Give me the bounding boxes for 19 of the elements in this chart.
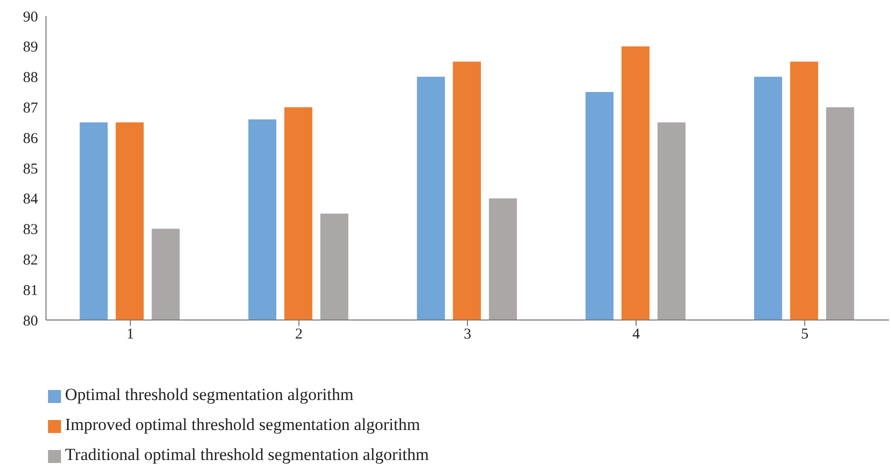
y-tick-label: 84 <box>23 192 38 208</box>
y-tick-label: 80 <box>23 313 38 330</box>
y-tick-label: 81 <box>23 282 38 299</box>
x-tick-label: 1 <box>126 326 134 343</box>
x-tick-label: 4 <box>632 326 640 343</box>
y-tick-label: 88 <box>23 70 38 86</box>
y-tick-label: 85 <box>23 161 38 178</box>
y-tick-label: 87 <box>23 100 38 117</box>
x-tick-label: 2 <box>295 326 303 343</box>
legend-label: Optimal threshold segmentation algorithm <box>65 385 354 404</box>
legend-label: Improved optimal threshold segmentation algorithm <box>65 415 420 434</box>
y-tick-label: 89 <box>23 40 38 56</box>
x-tick-label: 5 <box>800 326 808 343</box>
x-tick-label: 3 <box>464 326 472 343</box>
y-tick-label: 83 <box>23 222 38 238</box>
legend-label: Traditional optimal threshold segmentation algorithm <box>65 445 429 464</box>
y-tick-label: 82 <box>23 252 38 269</box>
y-tick-label: 86 <box>23 130 38 147</box>
y-tick-label: 90 <box>23 9 38 26</box>
